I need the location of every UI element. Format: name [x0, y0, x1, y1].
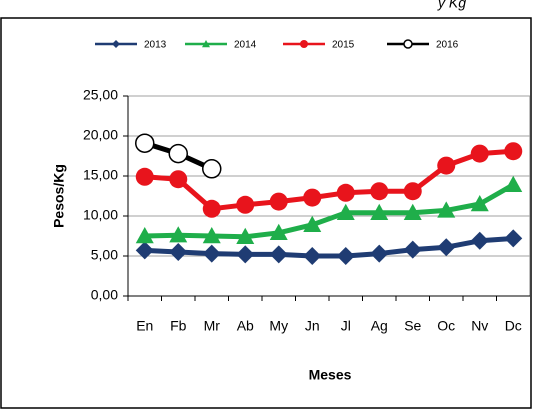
marker: [236, 245, 255, 264]
x-tick-label: Mr: [204, 318, 221, 334]
marker: [437, 156, 456, 175]
marker: [370, 244, 389, 263]
marker: [202, 40, 210, 48]
marker: [470, 144, 489, 163]
marker: [169, 226, 188, 243]
marker: [269, 245, 288, 264]
marker: [403, 39, 413, 49]
marker: [269, 223, 288, 240]
legend-label: 2016: [436, 40, 459, 51]
marker: [470, 231, 489, 250]
y-tick-label: 0,00: [91, 287, 118, 303]
series-line: [144, 182, 515, 240]
y-tick-label: 10,00: [83, 207, 118, 223]
marker: [135, 167, 154, 186]
marker: [236, 195, 255, 214]
marker: [269, 192, 288, 211]
y-tick-label: 25,00: [83, 87, 118, 103]
x-tick-label: Ag: [371, 318, 388, 334]
marker: [168, 143, 188, 164]
legend-label: 2014: [234, 40, 257, 51]
x-tick-label: Jn: [305, 318, 320, 334]
marker: [169, 243, 188, 261]
y-tick-label: 5,00: [91, 247, 118, 263]
x-tick-label: Oc: [437, 318, 455, 334]
marker: [300, 40, 308, 48]
legend-label: 2013: [144, 40, 167, 51]
marker: [336, 247, 355, 265]
marker: [336, 183, 355, 202]
x-tick-label: Jl: [341, 318, 351, 334]
x-tick-label: Fb: [170, 318, 187, 334]
marker: [202, 244, 221, 263]
x-tick-label: My: [269, 318, 288, 334]
x-axis-title: Meses: [309, 367, 352, 383]
marker: [470, 195, 489, 212]
series-line: [144, 235, 514, 259]
marker: [303, 247, 322, 265]
marker: [504, 229, 523, 248]
marker: [437, 201, 456, 218]
marker: [504, 142, 523, 161]
marker: [236, 227, 255, 244]
series-line: [144, 148, 514, 212]
x-tick-label: Se: [404, 318, 421, 334]
marker: [504, 175, 523, 192]
marker: [135, 227, 154, 244]
y-axis-title: Pesos/Kg: [51, 164, 67, 228]
marker: [135, 133, 155, 153]
marker: [370, 203, 389, 220]
marker: [303, 215, 322, 232]
marker: [202, 159, 222, 179]
marker: [370, 182, 389, 201]
marker: [202, 199, 221, 218]
chart-title: y Kg: [437, 0, 466, 11]
x-tick-label: Ab: [237, 318, 254, 334]
marker: [169, 170, 188, 189]
y-tick-label: 20,00: [83, 127, 118, 143]
marker: [303, 188, 322, 207]
x-tick-label: Dc: [505, 318, 522, 334]
x-tick-label: En: [136, 318, 153, 334]
marker: [403, 240, 422, 259]
marker: [437, 238, 456, 257]
marker: [202, 227, 221, 244]
x-tick-label: Nv: [471, 318, 488, 334]
marker: [135, 241, 154, 260]
y-tick-label: 15,00: [83, 167, 118, 183]
marker: [403, 203, 422, 220]
chart-border: [0, 17, 532, 409]
legend-label: 2015: [332, 40, 355, 51]
marker: [403, 182, 422, 201]
marker: [112, 40, 120, 48]
marker: [336, 203, 355, 220]
